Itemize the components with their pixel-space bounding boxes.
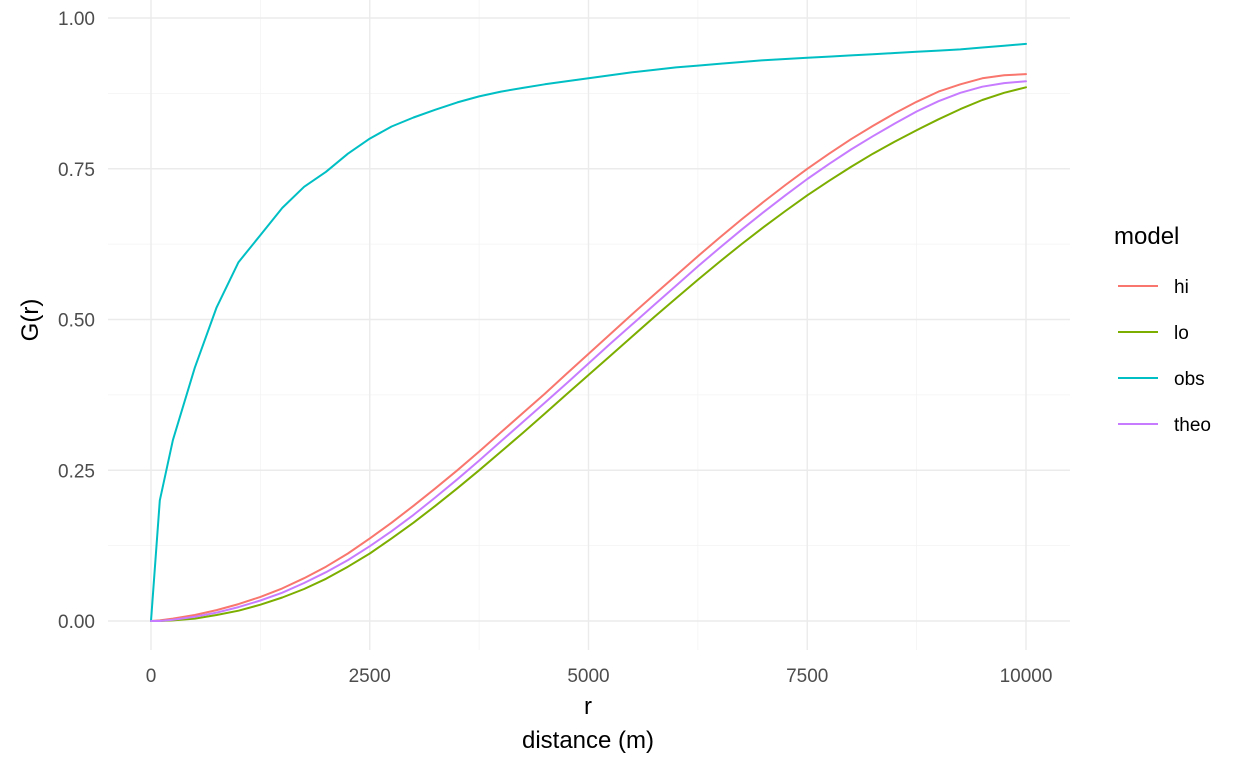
y-axis-title: G(r) bbox=[17, 299, 44, 342]
y-tick-label: 0.00 bbox=[58, 612, 95, 633]
x-tick-label: 0 bbox=[146, 666, 157, 687]
series-line-hi bbox=[150, 73, 1027, 622]
legend-entries: hi lo obs theo bbox=[1118, 277, 1211, 436]
x-axis-ticks: 0 2500 5000 7500 10000 bbox=[146, 666, 1053, 687]
series-line-theo bbox=[150, 80, 1027, 622]
legend-label-lo: lo bbox=[1174, 323, 1189, 344]
y-tick-label: 0.25 bbox=[58, 461, 95, 482]
y-axis-ticks: 0.00 0.25 0.50 0.75 1.00 bbox=[58, 9, 95, 633]
series-line-obs bbox=[150, 42, 1027, 622]
x-axis-title-line1: r bbox=[584, 693, 592, 720]
legend-item-lo: lo bbox=[1118, 323, 1189, 344]
plot-area bbox=[150, 42, 1027, 622]
legend-label-obs: obs bbox=[1174, 369, 1205, 390]
x-tick-label: 7500 bbox=[786, 666, 828, 687]
x-tick-label: 10000 bbox=[1000, 666, 1053, 687]
legend-title: model bbox=[1114, 223, 1179, 250]
legend: model hi lo obs theo bbox=[1114, 223, 1211, 436]
y-tick-label: 1.00 bbox=[58, 9, 95, 30]
series-line-lo bbox=[150, 86, 1027, 622]
legend-item-theo: theo bbox=[1118, 415, 1211, 436]
legend-item-obs: obs bbox=[1118, 369, 1205, 390]
x-tick-label: 2500 bbox=[349, 666, 391, 687]
x-tick-label: 5000 bbox=[567, 666, 609, 687]
grid bbox=[108, 0, 1070, 650]
legend-item-hi: hi bbox=[1118, 277, 1189, 298]
legend-label-theo: theo bbox=[1174, 415, 1211, 436]
legend-label-hi: hi bbox=[1174, 277, 1189, 298]
y-tick-label: 0.50 bbox=[58, 311, 95, 332]
y-tick-label: 0.75 bbox=[58, 160, 95, 181]
x-axis-title-line2: distance (m) bbox=[522, 727, 654, 754]
